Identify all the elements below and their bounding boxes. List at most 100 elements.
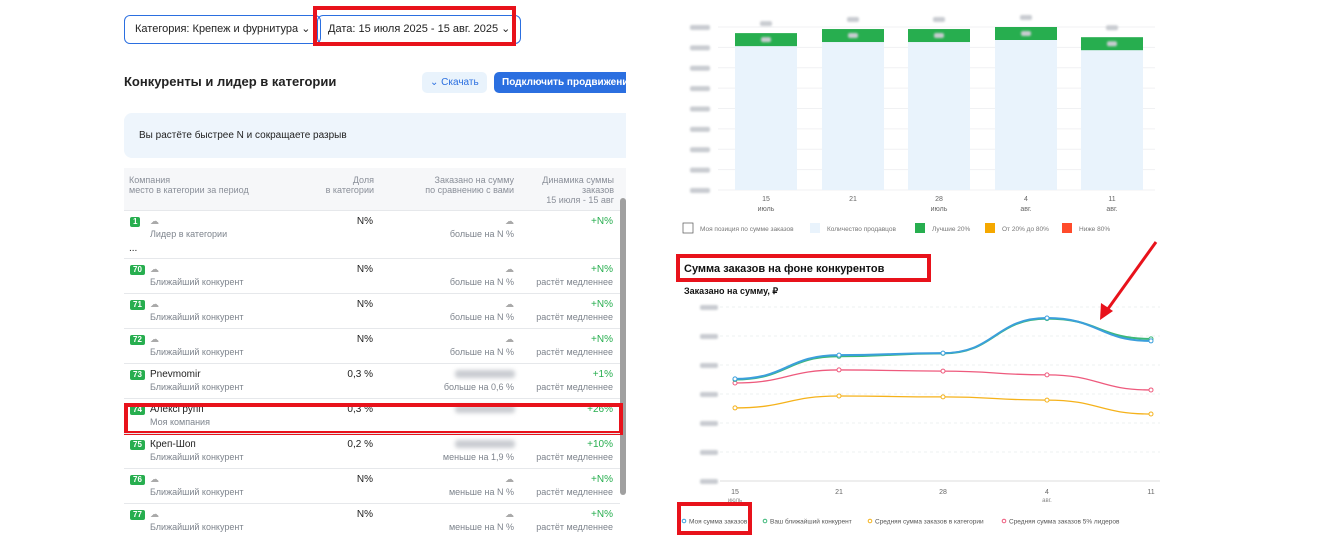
dynamics: +N%	[591, 299, 613, 310]
highlight-box	[313, 6, 516, 46]
bar	[822, 39, 884, 190]
share: N%	[356, 509, 373, 520]
x-tick-label: 4	[1024, 196, 1028, 203]
company-role: Ближайший конкурент	[150, 487, 244, 497]
blurred-label	[761, 37, 771, 43]
legend-swatch	[762, 518, 768, 524]
legend-label: Ниже 80%	[1079, 226, 1110, 233]
dynamics: +N%	[591, 334, 613, 345]
line-point	[836, 367, 842, 373]
column-header: Заказано на сумму	[434, 175, 514, 185]
x-tick-sublabel: авг.	[1020, 206, 1031, 213]
bar	[1081, 47, 1143, 190]
blurred-label	[690, 65, 710, 71]
company-role: Ближайший конкурент	[150, 452, 244, 462]
legend-label: Средняя сумма заказов 5% лидеров	[1009, 519, 1120, 526]
legend-swatch	[915, 223, 925, 233]
line-point	[1044, 397, 1050, 403]
company-role: Ближайший конкурент	[150, 277, 244, 287]
column-header: Доля	[352, 175, 374, 185]
dynamics: +10%	[587, 439, 613, 450]
blurred-label	[690, 45, 710, 51]
x-tick-label: 11	[1108, 196, 1115, 203]
rank-badge: 72	[130, 335, 145, 345]
company-icon: ☁	[150, 264, 159, 274]
blurred-icon: ☁	[505, 264, 514, 274]
dynamics-note: растёт медленнее	[536, 347, 613, 357]
line-point	[732, 380, 738, 386]
rank-badge: 70	[130, 265, 145, 275]
row-divider	[124, 328, 620, 329]
company-icon: ☁	[150, 216, 159, 226]
compare: меньше на 1,9 %	[442, 452, 514, 462]
rank-badge: 76	[130, 475, 145, 485]
row-divider	[124, 363, 620, 364]
dynamics: +1%	[592, 369, 613, 380]
blurred-icon: ☁	[505, 474, 514, 484]
column-header: Динамика суммы заказов	[542, 175, 614, 195]
blurred-label	[700, 305, 718, 310]
legend-swatch	[810, 223, 820, 233]
blurred-label	[690, 126, 710, 132]
line-series	[734, 317, 1152, 380]
bar	[735, 43, 797, 190]
legend-label: Лучшие 20%	[932, 226, 970, 233]
x-tick-sublabel: авг.	[1106, 206, 1117, 213]
chart-title: Сумма заказов на фоне конкурентов	[684, 263, 885, 275]
rank-badge: 75	[130, 440, 145, 450]
company-role: Ближайший конкурент	[150, 347, 244, 357]
row-divider	[124, 433, 620, 434]
promote-button[interactable]: Подключить продвижение	[494, 72, 626, 93]
rank-badge: 74	[130, 405, 145, 415]
blurred-label	[690, 106, 710, 112]
company-role: Лидер в категории	[150, 229, 228, 239]
blurred-amount	[455, 440, 515, 448]
scrollbar[interactable]	[620, 198, 626, 495]
line-point	[1044, 316, 1050, 322]
line-point	[1148, 336, 1154, 342]
line-point	[732, 376, 738, 382]
category-filter[interactable]: Категория: Крепеж и фурнитура ⌄	[124, 15, 322, 44]
company-role: Ближайший конкурент	[150, 522, 244, 532]
compare: меньше на N %	[448, 522, 514, 532]
line-point	[836, 353, 842, 359]
compare: больше на N %	[449, 347, 514, 357]
company-icon: ☁	[150, 474, 159, 484]
blurred-label	[700, 392, 718, 397]
dynamics-note: растёт медленнее	[536, 522, 613, 532]
line-point	[1148, 387, 1154, 393]
blurred-label	[690, 86, 710, 92]
blurred-icon: ☁	[505, 299, 514, 309]
blurred-label	[1020, 15, 1032, 20]
line-point	[940, 368, 946, 374]
rank-badge: 71	[130, 300, 145, 310]
section-title: Конкуренты и лидер в категории	[124, 74, 337, 89]
blurred-label	[847, 17, 859, 23]
x-tick-label: 28	[939, 489, 947, 496]
compare: больше на N %	[449, 229, 514, 239]
row-divider	[124, 468, 620, 469]
row-divider	[124, 258, 620, 259]
compare: меньше на N %	[448, 487, 514, 497]
compare: больше на N %	[449, 277, 514, 287]
download-button[interactable]: ⌄ Скачать	[422, 72, 487, 93]
line-point	[1044, 315, 1050, 321]
column-header: Компания	[129, 175, 171, 185]
line-point	[1148, 338, 1154, 344]
table-header-bg	[124, 168, 626, 210]
row-divider	[124, 503, 620, 504]
row-divider	[124, 293, 620, 294]
company-name: АлексГрупп	[150, 404, 204, 415]
annotation-arrow	[1103, 241, 1158, 314]
blurred-icon: ☁	[505, 216, 514, 226]
info-banner: Вы растёте быстрее N и сокращаете разрыв	[124, 113, 626, 158]
blurred-label	[1021, 31, 1031, 36]
blurred-label	[1107, 41, 1117, 47]
annotation-arrowhead	[1100, 303, 1113, 320]
x-tick-label: 21	[835, 489, 843, 496]
x-tick-sublabel: авг.	[1042, 498, 1052, 504]
x-tick-label: 11	[1147, 489, 1154, 496]
blurred-label	[700, 450, 718, 455]
blurred-label	[700, 421, 718, 426]
